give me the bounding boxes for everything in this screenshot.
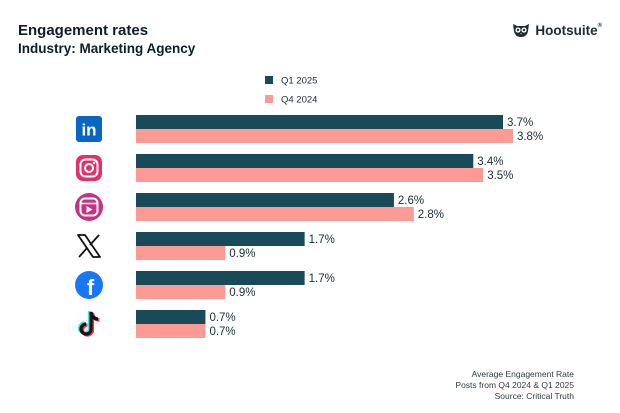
linkedin-icon: in [76,116,102,142]
data-label: 3.8% [517,131,543,143]
bar-q1-2025-facebook [136,271,305,285]
data-label: 2.8% [418,209,444,221]
footnote: Average Engagement Rate Posts from Q4 20… [455,369,574,402]
bar-q4-2024-instagram [136,168,484,182]
bar-q1-2025-instagram [136,154,474,168]
bar-q1-2025-tiktok [136,310,206,324]
data-label: 0.9% [229,287,255,299]
x-icon [77,234,101,258]
footnote-line-2: Posts from Q4 2024 & Q1 2025 [455,380,574,390]
data-label: 0.7% [209,312,235,324]
instagram-reels-icon [75,193,103,221]
bar-q4-2024-x [136,246,226,260]
legend-label: Q1 2025 [281,76,317,87]
bar-q1-2025-linkedin [136,115,504,129]
bar-q4-2024-linkedin [136,129,513,143]
data-label: 1.7% [309,234,335,246]
legend-swatch-q4-2024 [265,95,273,103]
brand-name: Hootsuite® [535,22,602,38]
svg-text:in: in [81,121,96,140]
bar-q1-2025-x [136,232,305,246]
footnote-line-1: Average Engagement Rate [471,369,574,379]
instagram-icon [76,155,102,181]
data-label: 0.9% [229,248,255,260]
data-label: 0.7% [209,326,235,338]
data-label: 2.6% [398,195,424,207]
data-label: 1.7% [309,273,335,285]
chart-subtitle: Industry: Marketing Agency [18,41,196,56]
chart-title: Engagement rates [18,22,149,39]
bar-q4-2024-facebook [136,285,226,299]
brand-logo: Hootsuite® [512,22,602,38]
owl-icon [513,24,530,37]
legend-swatch-q1-2025 [265,76,273,84]
data-label: 3.5% [487,170,513,182]
svg-text:f: f [87,275,95,300]
bar-q1-2025-instagram-reels [136,193,394,207]
bar-q4-2024-instagram-reels [136,207,414,221]
facebook-icon: f [75,271,103,300]
data-label: 3.7% [507,117,533,129]
tiktok-icon [77,310,100,337]
footnote-line-3: Source: Critical Truth [494,391,574,401]
data-label: 3.4% [477,156,503,168]
bar-q4-2024-tiktok [136,324,206,338]
legend-label: Q4 2024 [281,95,317,106]
